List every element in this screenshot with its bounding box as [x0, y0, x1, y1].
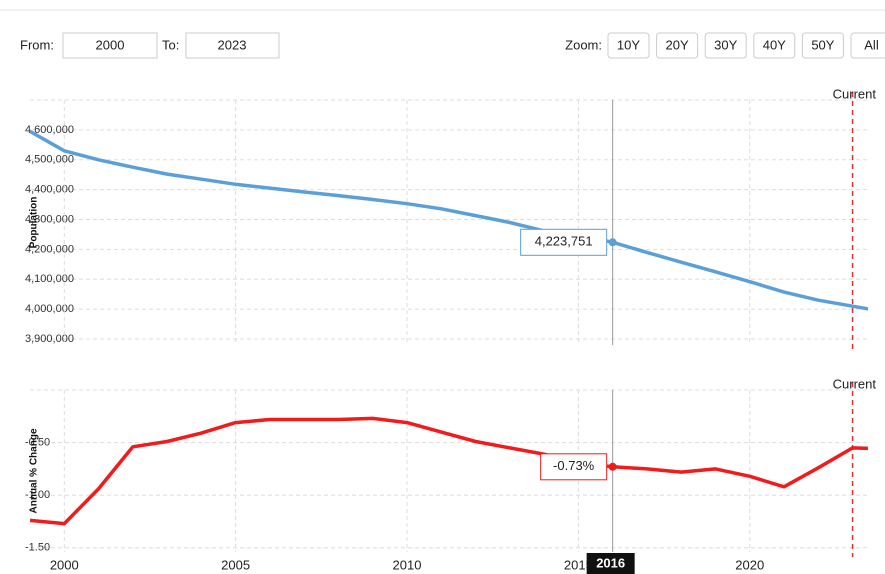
plot-area: [30, 129, 868, 311]
y-axis-title: Population: [29, 197, 40, 249]
crosshair-x-label: 2016: [596, 555, 625, 570]
from-input[interactable]: [62, 32, 158, 59]
zoom-button-label[interactable]: All: [864, 37, 879, 52]
zoom-button-label[interactable]: 20Y: [666, 37, 689, 52]
y-tick-label: 4,400,000: [25, 184, 74, 196]
zoom-button-label[interactable]: 50Y: [811, 37, 834, 52]
x-tick-label: 2015: [564, 557, 593, 572]
zoom-button[interactable]: [850, 32, 885, 59]
y-tick-label: 4,200,000: [25, 243, 74, 255]
hover-point: [608, 462, 617, 471]
y-axis-title: Annual % Change: [29, 428, 40, 513]
y-tick-label: -0.50: [25, 437, 50, 449]
x-tick-label: 2000: [50, 557, 79, 572]
plot-area: [30, 416, 868, 526]
hover-point: [608, 238, 617, 247]
to-input[interactable]: [185, 32, 280, 59]
y-tick-label: 4,300,000: [25, 213, 74, 225]
zoom-button[interactable]: [801, 32, 844, 59]
zoom-label: Zoom:: [565, 37, 602, 52]
zoom-button[interactable]: [607, 32, 650, 59]
zoom-button[interactable]: [656, 32, 699, 59]
crosshair-x-box: [586, 553, 635, 574]
zoom-buttons: 10Y 20Y 30Y 40Y 50Y All: [607, 32, 885, 59]
zoom-button[interactable]: [753, 32, 796, 59]
x-tick-label: 2020: [735, 557, 764, 572]
x-tick-label: 2005: [221, 557, 250, 572]
tooltip-box: [520, 228, 608, 256]
y-tick-label: 4,500,000: [25, 154, 74, 166]
data-line: [30, 416, 868, 526]
x-tick-label: 2010: [393, 557, 422, 572]
zoom-button[interactable]: [704, 32, 747, 59]
chart: 3,900,000 4,000,000 4,100,000 4,200,000 4,30…: [25, 86, 877, 350]
y-tick-label: -1.50: [25, 542, 50, 554]
zoom-button-label[interactable]: 10Y: [617, 37, 640, 52]
tooltip-label: -0.73%: [553, 458, 595, 473]
y-tick-label: 4,000,000: [25, 303, 74, 315]
current-label: Current: [833, 86, 877, 101]
data-line: [30, 129, 868, 311]
chart: -1.50 -1.00 -0.50 2000 2005 2010 2015 2020 Annua…: [25, 376, 877, 574]
current-label: Current: [833, 376, 877, 391]
to-label: To:: [162, 37, 179, 52]
y-tick-label: 4,600,000: [25, 124, 74, 136]
tooltip-label: 4,223,751: [535, 234, 593, 249]
y-tick-label: -1.00: [25, 489, 50, 501]
from-value[interactable]: 2000: [96, 37, 125, 52]
from-label: From:: [20, 37, 54, 52]
y-tick-label: 4,100,000: [25, 273, 74, 285]
zoom-button-label[interactable]: 30Y: [714, 37, 737, 52]
to-value[interactable]: 2023: [218, 37, 247, 52]
zoom-button-label[interactable]: 40Y: [763, 37, 786, 52]
plots: 3,900,000 4,000,000 4,100,000 4,200,000 4,30…: [25, 86, 877, 574]
tooltip-box: [540, 453, 608, 481]
y-tick-label: 3,900,000: [25, 333, 74, 345]
